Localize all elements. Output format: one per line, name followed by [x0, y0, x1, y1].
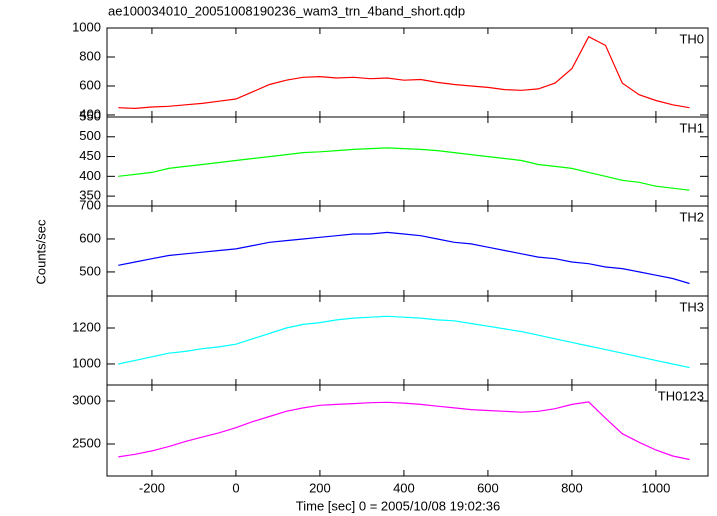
- data-line: [118, 231, 690, 285]
- chart-title: ae100034010_20051008190236_wam3_trn_4ban…: [108, 3, 465, 18]
- y-tick-label: 500: [79, 263, 101, 278]
- y-tick-label: 1200: [72, 319, 101, 334]
- data-line: [118, 147, 690, 191]
- x-axis-label: Time [sec] 0 = 2005/10/08 19:02:36: [296, 498, 500, 513]
- data-line: [118, 401, 690, 461]
- y-axis-label: Counts/sec: [33, 219, 48, 285]
- series-label: TH1: [679, 120, 704, 135]
- panel-frame: [106, 116, 709, 207]
- series-label: TH0123: [658, 388, 704, 403]
- y-tick-label: 550: [79, 108, 101, 123]
- y-tick-label: 2500: [72, 435, 101, 450]
- y-tick-label: 3000: [72, 392, 101, 407]
- y-tick-label: 600: [79, 77, 101, 92]
- panel-frame: [106, 205, 709, 297]
- y-tick-label: 400: [79, 106, 101, 121]
- x-tick-label: 200: [309, 480, 331, 495]
- x-tick-label: 600: [477, 480, 499, 495]
- x-tick-label: 400: [393, 480, 415, 495]
- y-tick-label: 800: [79, 48, 101, 63]
- y-tick-label: 500: [79, 128, 101, 143]
- panel-frame: [106, 384, 709, 477]
- y-tick-label: 450: [79, 148, 101, 163]
- y-tick-label: 700: [79, 197, 101, 212]
- x-tick-label: 0: [232, 480, 239, 495]
- y-tick-label: 1000: [72, 19, 101, 34]
- series-label: TH0: [679, 31, 704, 46]
- x-tick-label: -200: [139, 480, 165, 495]
- series-label: TH3: [679, 299, 704, 314]
- y-tick-label: 600: [79, 230, 101, 245]
- panel-frame: [106, 295, 709, 386]
- series-label: TH2: [679, 209, 704, 224]
- data-line: [118, 35, 690, 110]
- x-tick-label: 800: [561, 480, 583, 495]
- data-line: [118, 315, 690, 369]
- y-tick-label: 400: [79, 168, 101, 183]
- y-tick-label: 1000: [72, 355, 101, 370]
- y-tick-label: 350: [79, 188, 101, 203]
- x-tick-label: 1000: [641, 480, 670, 495]
